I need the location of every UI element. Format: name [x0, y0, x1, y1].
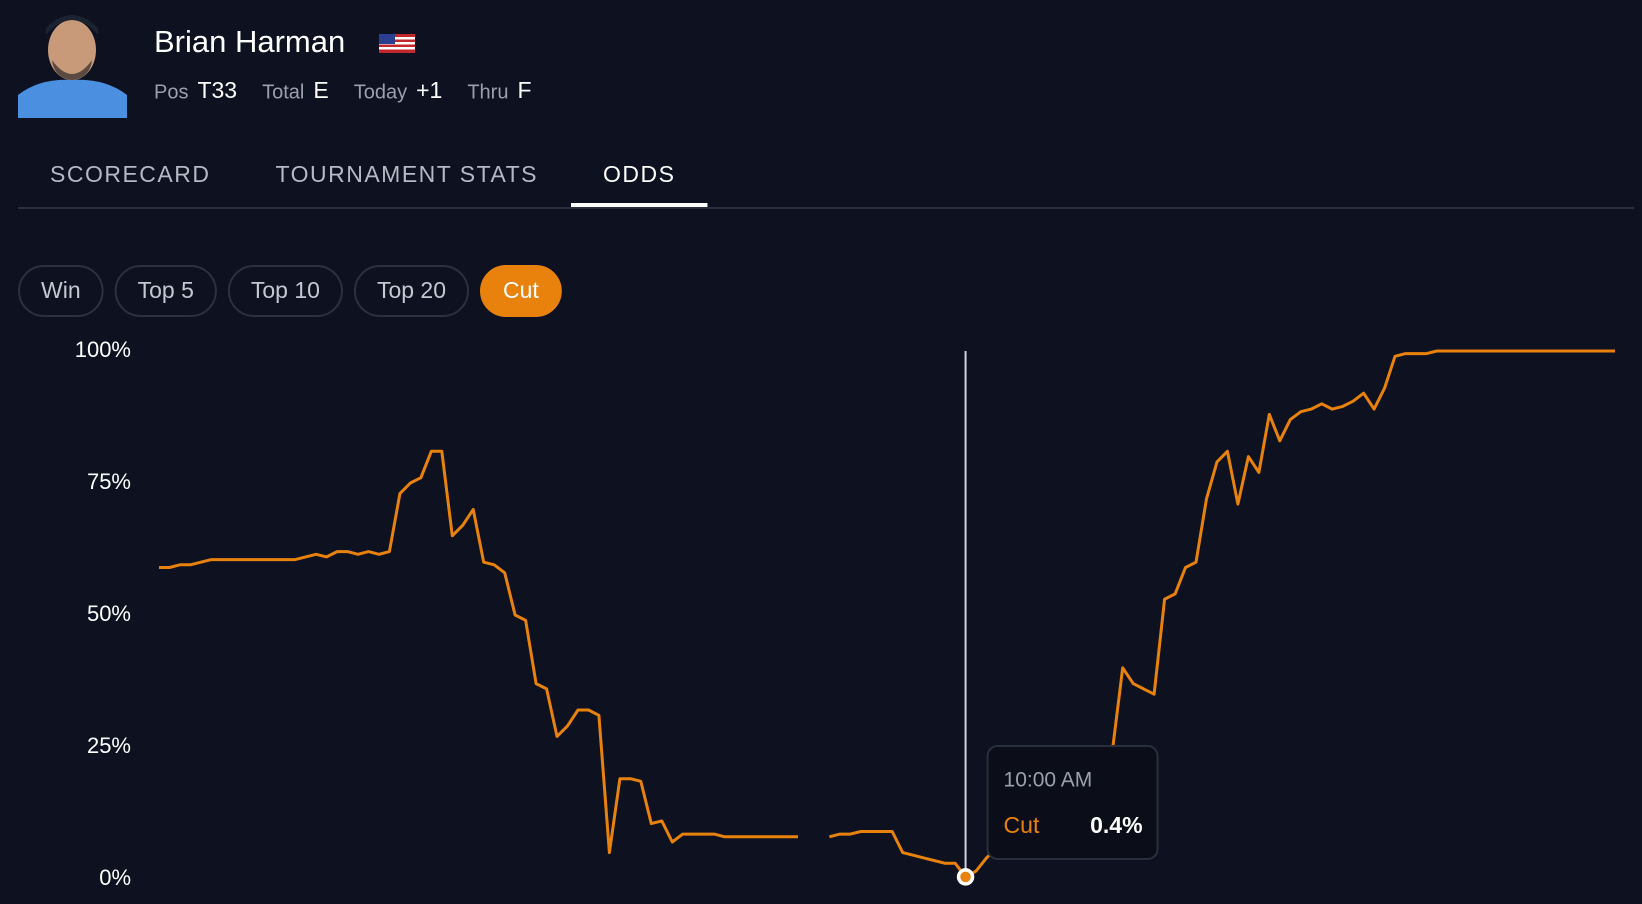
filter-pill[interactable]	[18, 265, 104, 317]
filter-label: Win	[41, 277, 81, 303]
stat-value: E	[313, 77, 328, 103]
stat-label: Total	[262, 81, 304, 103]
tooltip-series: Cut	[1004, 812, 1040, 838]
tooltip-box	[986, 745, 1159, 860]
filter-label: Cut	[503, 277, 539, 303]
filter-label: Top 20	[377, 277, 446, 303]
tab-underline	[571, 203, 708, 207]
stat-value: F	[517, 77, 531, 103]
player-name: Brian Harman	[154, 24, 345, 59]
filter-pill[interactable]	[114, 265, 217, 317]
stat-label: Thru	[467, 81, 508, 103]
filter-label: Top 10	[251, 277, 320, 303]
filter-pill[interactable]	[227, 265, 343, 317]
tab[interactable]: ODDS	[603, 161, 675, 187]
filter-pill[interactable]	[480, 265, 562, 317]
y-tick-label: 100%	[75, 337, 131, 362]
flag	[379, 34, 415, 53]
stat-label: Today	[354, 81, 407, 103]
stat-value: T33	[197, 77, 237, 103]
y-tick-label: 75%	[87, 469, 131, 494]
tooltip-value: 0.4%	[1090, 812, 1142, 838]
y-tick-label: 0%	[99, 865, 131, 890]
hover-point	[956, 868, 975, 886]
tab[interactable]: SCORECARD	[50, 161, 210, 187]
stat-value: +1	[416, 77, 442, 103]
stat-label: Pos	[154, 81, 188, 103]
tab[interactable]: TOURNAMENT STATS	[275, 161, 538, 187]
y-tick-label: 25%	[87, 733, 131, 758]
y-tick-label: 50%	[87, 601, 131, 626]
filter-label: Top 5	[138, 277, 194, 303]
filter-pill[interactable]	[353, 265, 470, 317]
tooltip-time: 10:00 AM	[1004, 769, 1093, 792]
player-photo	[18, 8, 127, 118]
